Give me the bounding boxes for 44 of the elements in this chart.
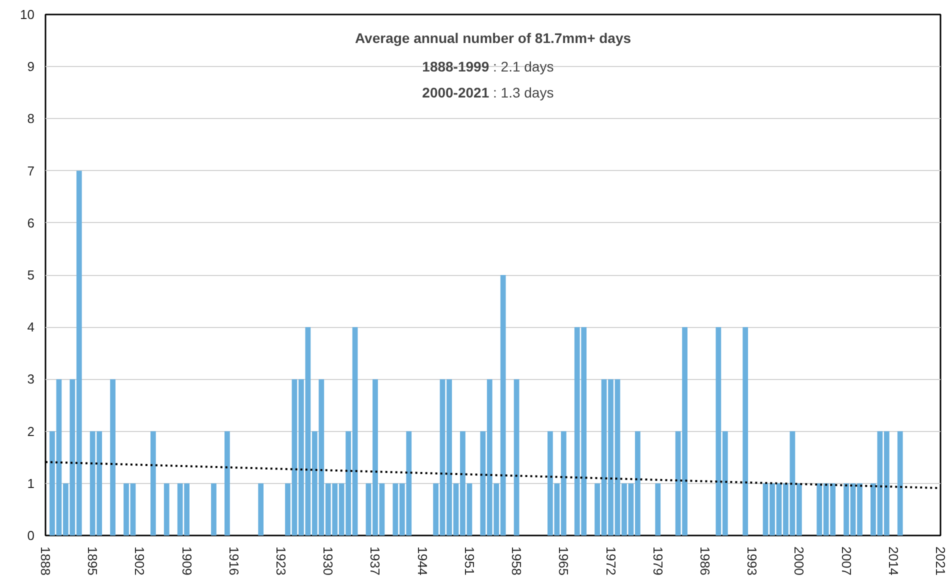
x-tick-label: 1993 (744, 546, 760, 576)
x-tick-label: 1923 (274, 546, 289, 576)
x-tick-label: 1916 (226, 546, 242, 576)
annotation: Average annual number of 81.7mm+ days (354, 30, 632, 46)
bar (150, 431, 156, 536)
bar (164, 483, 170, 536)
x-tick-label: 2014 (886, 546, 901, 576)
x-tick-label: 1972 (603, 546, 618, 576)
x-tick-label: 1965 (556, 546, 572, 576)
x-tick-label: 2021 (933, 546, 948, 576)
x-tick-label: 1979 (650, 546, 666, 576)
bar (110, 379, 116, 536)
x-tick-label: 1902 (132, 546, 148, 576)
x-tick-label: 1951 (462, 546, 477, 576)
x-tick-label: 1909 (179, 546, 194, 576)
bar (897, 431, 903, 536)
bar (224, 431, 230, 536)
x-tick-label: 2007 (838, 546, 854, 576)
x-tick-label: 1958 (509, 546, 524, 576)
y-tick-label: 10 (20, 7, 35, 22)
y-tick-label: 7 (27, 163, 35, 178)
annotation: 2000-2021 : 1.3 days (422, 84, 554, 101)
y-tick-label: 2 (27, 424, 35, 439)
bar (514, 379, 520, 536)
x-tick-label: 1986 (697, 546, 712, 576)
y-tick-label: 9 (27, 59, 35, 74)
y-tick-label: 1 (27, 476, 35, 491)
bar (258, 483, 264, 536)
y-tick-label: 6 (27, 215, 35, 230)
x-tick-label: 1888 (38, 546, 53, 576)
y-tick-label: 8 (27, 111, 35, 126)
x-tick-label: 1930 (320, 546, 336, 576)
x-tick-label: 1937 (368, 546, 383, 576)
bar (742, 327, 748, 536)
x-tick-label: 1895 (85, 546, 100, 576)
x-tick-label: 1944 (414, 546, 430, 576)
y-tick-label: 4 (27, 320, 35, 335)
annotation: 1888-1999 : 2.1 days (422, 58, 554, 75)
y-tick-label: 5 (27, 268, 35, 282)
bar (211, 483, 216, 536)
x-tick-label: 2000 (792, 546, 807, 576)
bar (655, 483, 661, 536)
y-tick-label: 3 (27, 372, 35, 387)
y-tick-label: 0 (27, 528, 35, 543)
